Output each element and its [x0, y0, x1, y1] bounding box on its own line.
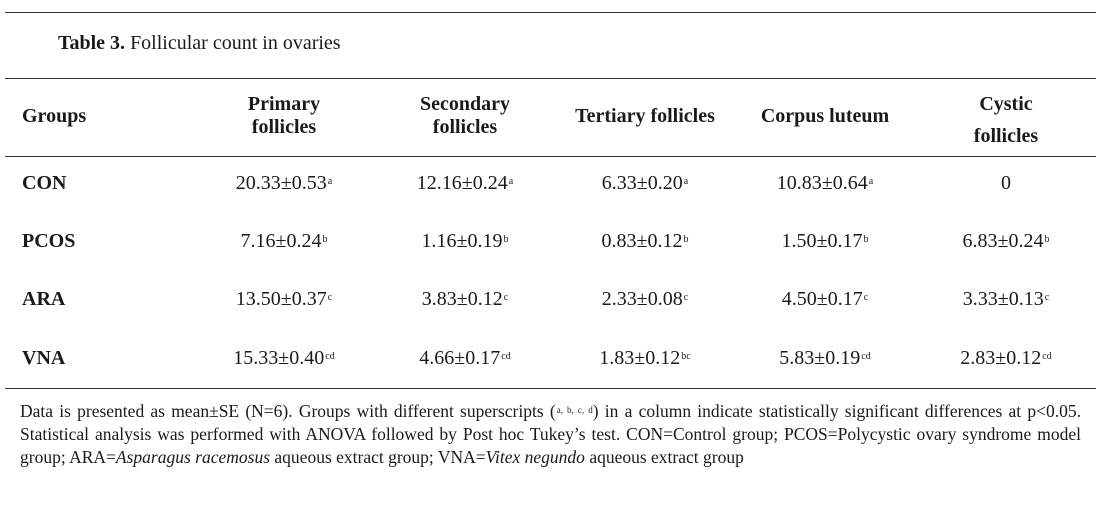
cell-superscript: cd — [861, 351, 871, 362]
cell-value: 1.16±0.19 — [421, 230, 503, 252]
table-cell: 0.83±0.12b — [602, 230, 689, 253]
table-caption-label: Table 3. — [58, 32, 126, 54]
caption-rule — [5, 78, 1096, 79]
cell-superscript: cd — [501, 351, 511, 362]
cell-superscript: cd — [1042, 351, 1052, 362]
cell-superscript: c — [503, 292, 509, 303]
cell-value: 2.33±0.08 — [601, 288, 683, 310]
table-cell: 13.50±0.37c — [236, 288, 332, 311]
cell-value: 1.83±0.12 — [599, 347, 681, 369]
cell-value: 5.83±0.19 — [779, 347, 861, 369]
cell-value: 7.16±0.24 — [240, 230, 322, 252]
cell-value: 6.33±0.20 — [601, 172, 683, 194]
cell-value: 20.33±0.53 — [235, 172, 327, 194]
column-header-primary-line2: follicles — [251, 116, 317, 138]
table-cell: 6.33±0.20a — [602, 172, 688, 195]
table-cell: 6.83±0.24b — [963, 230, 1050, 253]
cell-superscript: b — [503, 234, 509, 245]
cell-value: 0.83±0.12 — [601, 230, 683, 252]
table-cell: 3.83±0.12c — [422, 288, 508, 311]
table-cell: 2.33±0.08c — [602, 288, 688, 311]
table-cell: 12.16±0.24a — [417, 172, 513, 195]
cell-superscript: bc — [681, 351, 691, 362]
table-cell: 4.66±0.17cd — [419, 347, 510, 370]
cell-superscript: cd — [325, 351, 335, 362]
column-header-groups: Groups — [22, 105, 86, 128]
table-footnote: Data is presented as mean±SE (N=6). Grou… — [20, 400, 1081, 469]
column-header-groups-label: Groups — [22, 105, 87, 127]
column-header-secondary-line2: follicles — [432, 116, 498, 138]
cell-superscript: b — [863, 234, 869, 245]
table-caption: Table 3. Follicular count in ovaries — [58, 32, 341, 55]
footnote-ara-species: Asparagus racemosus — [115, 447, 271, 467]
cell-value: 6.83±0.24 — [962, 230, 1044, 252]
footnote-superscripts: a, b, c, d — [556, 405, 593, 415]
cell-superscript: c — [683, 292, 689, 303]
footnote-text-3: aqueous extract group; VNA= — [270, 447, 486, 467]
cell-superscript: b — [1044, 234, 1050, 245]
table-cell: 4.50±0.17c — [782, 288, 868, 311]
column-header-tertiary: Tertiary follicles — [575, 105, 715, 128]
cell-value: 0 — [1001, 172, 1011, 194]
column-header-cystic-line1: Cystic — [979, 93, 1033, 115]
cell-superscript: a — [868, 176, 874, 187]
cell-value: 1.50±0.17 — [781, 230, 863, 252]
column-header-primary-line1: Primary — [247, 93, 321, 115]
cell-value: 13.50±0.37 — [235, 288, 327, 310]
table-cell: 1.50±0.17b — [782, 230, 869, 253]
footnote-vna-species: Vitex negundo — [485, 447, 585, 467]
table-bottom-rule — [5, 388, 1096, 389]
table-cell: 3.33±0.13c — [963, 288, 1049, 311]
table-cell: 0 — [1001, 172, 1011, 195]
header-rule — [5, 156, 1096, 157]
table-cell: 20.33±0.53a — [236, 172, 332, 195]
column-header-corpus-luteum-line1: Corpus luteum — [760, 105, 890, 127]
table-cell: 10.83±0.64a — [777, 172, 873, 195]
cell-superscript: a — [683, 176, 689, 187]
table-top-rule — [5, 12, 1096, 13]
column-header-secondary-line1: Secondary — [420, 93, 510, 115]
table-cell: 7.16±0.24b — [241, 230, 328, 253]
column-header-primary: Primary follicles — [248, 93, 320, 139]
footnote-text-1: Data is presented as mean±SE (N=6). Grou… — [20, 401, 556, 421]
table-cell: 15.33±0.40cd — [233, 347, 334, 370]
cell-value: 4.50±0.17 — [781, 288, 863, 310]
table-cell: 2.83±0.12cd — [960, 347, 1051, 370]
column-header-tertiary-line1: Tertiary follicles — [575, 105, 715, 127]
column-header-cystic-line2: follicles — [973, 125, 1039, 147]
cell-value: 2.83±0.12 — [960, 347, 1042, 369]
cell-value: 10.83±0.64 — [776, 172, 868, 194]
row-group-label: CON — [22, 172, 67, 194]
column-header-secondary: Secondary follicles — [420, 93, 510, 139]
cell-value: 3.33±0.13 — [962, 288, 1044, 310]
cell-superscript: a — [508, 176, 514, 187]
cell-superscript: c — [863, 292, 869, 303]
row-group-label: PCOS — [22, 230, 76, 252]
footnote-text-2: ) in a column indicate statistically sig… — [20, 401, 1081, 467]
cell-superscript: a — [327, 176, 333, 187]
cell-superscript: c — [327, 292, 333, 303]
row-group-label: ARA — [22, 288, 66, 310]
footnote-text-4: aqueous extract group — [584, 447, 744, 467]
table-cell: 1.16±0.19b — [422, 230, 509, 253]
cell-value: 4.66±0.17 — [419, 347, 501, 369]
cell-value: 3.83±0.12 — [421, 288, 503, 310]
cell-superscript: b — [322, 234, 328, 245]
cell-superscript: c — [1044, 292, 1050, 303]
table-caption-title: Follicular count in ovaries — [130, 32, 341, 54]
row-group-label: VNA — [22, 347, 66, 369]
table-cell: 1.83±0.12bc — [599, 347, 690, 370]
cell-value: 15.33±0.40 — [233, 347, 325, 369]
column-header-corpus-luteum: Corpus luteum — [761, 105, 889, 128]
table-cell: 5.83±0.19cd — [779, 347, 870, 370]
column-header-cystic: Cystic follicles — [974, 88, 1038, 152]
cell-value: 12.16±0.24 — [416, 172, 508, 194]
cell-superscript: b — [683, 234, 689, 245]
